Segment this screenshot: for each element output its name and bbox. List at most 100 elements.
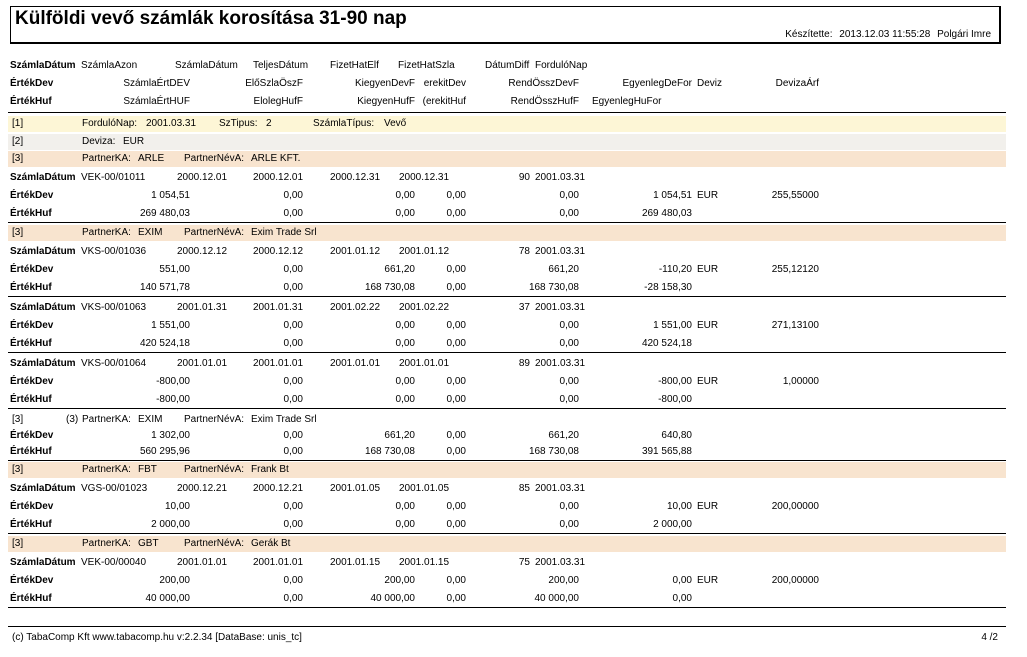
report-cell: 2 000,00 [151, 519, 190, 530]
made-date: 2013.12.03 11:55:28 [839, 29, 931, 40]
report-cell: (3) [66, 414, 79, 425]
report-cell: 2000.12.31 [399, 172, 450, 183]
report-cell: 2001.01.15 [399, 557, 450, 568]
report-cell: 2001.01.31 [177, 302, 228, 313]
report-cell: 75 [518, 557, 530, 568]
report-cell: 2001.01.05 [399, 483, 450, 494]
report-cell: 2000.12.21 [253, 483, 304, 494]
report-cell: 0,00 [395, 501, 415, 512]
report-cell: 85 [518, 483, 530, 494]
report-cell: 0,00 [283, 338, 303, 349]
report-cell: 1 551,00 [151, 320, 190, 331]
report-cell: 0,00 [672, 575, 692, 586]
report-cell: 1 302,00 [151, 430, 190, 441]
report-cell: 200,00 [159, 575, 190, 586]
report-cell: 168 730,08 [364, 446, 415, 457]
report-cell: 140 571,78 [139, 282, 190, 293]
report-cell: 2000.12.12 [253, 246, 304, 257]
report-cell: 0,00 [283, 190, 303, 201]
report-cell: 0,00 [446, 501, 466, 512]
group-band-level3 [8, 225, 1006, 241]
report-cell: EXIM [138, 227, 163, 238]
report-cell: FordulóNap: [82, 118, 138, 129]
column-header-label: FizetHatSzla [398, 60, 455, 71]
report-made-info: Készítette: 2013.12.03 11:55:28 Polgári … [781, 29, 991, 40]
report-cell: 0,00 [446, 575, 466, 586]
report-cell: Gerák Bt [251, 538, 291, 549]
column-header-label: SzámlaÉrtDEV [123, 78, 190, 89]
report-cell: 89 [518, 358, 530, 369]
column-header-label: erekitDev [423, 78, 466, 89]
footer-page-number: 4 /2 [981, 632, 998, 643]
report-cell: [1] [12, 118, 24, 129]
report-cell: SzámlaTípus: [313, 118, 375, 129]
report-cell: 200,00 [384, 575, 415, 586]
report-cell: EUR [697, 320, 719, 331]
report-cell: EUR [697, 575, 719, 586]
report-cell: EUR [123, 136, 145, 147]
column-header-label: SzámlaDátum [175, 60, 238, 71]
report-cell: [2] [12, 136, 24, 147]
report-cell: ÉrtékHuf [10, 394, 52, 405]
report-cell: 0,00 [283, 208, 303, 219]
report-cell: 2001.03.31 [535, 358, 586, 369]
report-cell: 2001.01.31 [253, 302, 304, 313]
row-separator [8, 222, 1006, 223]
column-header-label: RendÖsszDevF [508, 78, 579, 89]
report-cell: 0,00 [446, 190, 466, 201]
report-cell: 2001.01.15 [330, 557, 381, 568]
report-cell: 0,00 [446, 376, 466, 387]
column-header-label: EgyenlegHuFor [592, 96, 662, 107]
report-cell: 0,00 [559, 190, 579, 201]
report-cell: 0,00 [283, 264, 303, 275]
report-cell: 0,00 [559, 208, 579, 219]
report-cell: 78 [518, 246, 530, 257]
column-header-label: ElőSzlaÖszF [245, 78, 303, 89]
report-cell: 0,00 [395, 394, 415, 405]
report-cell: ÉrtékHuf [10, 282, 52, 293]
report-cell: 661,20 [548, 264, 579, 275]
report-cell: 10,00 [666, 501, 692, 512]
report-cell: SzámlaDátum [10, 557, 76, 568]
row-separator [8, 352, 1006, 353]
report-cell: 0,00 [283, 575, 303, 586]
report-cell: -28 158,30 [644, 282, 692, 293]
report-cell: ARLE [138, 153, 165, 164]
report-cell: 2001.03.31 [535, 483, 586, 494]
report-cell: 2001.01.05 [330, 483, 381, 494]
report-cell: 2001.03.31 [535, 172, 586, 183]
report-cell: [3] [12, 414, 24, 425]
made-by: Polgári Imre [937, 29, 991, 40]
report-cell: ÉrtékHuf [10, 338, 52, 349]
report-cell: 271,13100 [771, 320, 819, 331]
report-cell: 1,00000 [782, 376, 819, 387]
report-cell: ÉrtékDev [10, 430, 54, 441]
report-cell: [3] [12, 153, 24, 164]
report-cell: 0,00 [559, 519, 579, 530]
report-cell: [3] [12, 227, 24, 238]
report-cell: SzámlaDátum [10, 358, 76, 369]
report-cell: 200,00 [548, 575, 579, 586]
report-cell: 1 054,51 [653, 190, 692, 201]
report-cell: Exim Trade Srl [251, 414, 317, 425]
report-cell: ÉrtékDev [10, 501, 54, 512]
report-cell: 2000.12.01 [253, 172, 304, 183]
report-cell: 40 000,00 [370, 593, 416, 604]
report-cell: -800,00 [658, 376, 692, 387]
report-cell: 37 [518, 302, 530, 313]
report-cell: -800,00 [156, 376, 190, 387]
report-cell: 0,00 [559, 501, 579, 512]
report-cell: GBT [138, 538, 159, 549]
column-header-label: SzámlaÉrtHUF [123, 96, 190, 107]
report-cell: 168 730,08 [364, 282, 415, 293]
report-cell: VKS-00/01036 [81, 246, 147, 257]
report-cell: -110,20 [658, 264, 692, 275]
report-cell: 40 000,00 [534, 593, 580, 604]
report-cell: 0,00 [283, 446, 303, 457]
row-separator [8, 460, 1006, 461]
report-cell: Exim Trade Srl [251, 227, 317, 238]
report-cell: 269 480,03 [641, 208, 692, 219]
report-cell: 0,00 [395, 208, 415, 219]
report-cell: VEK-00/01011 [81, 172, 146, 183]
report-cell: 420 524,18 [641, 338, 692, 349]
